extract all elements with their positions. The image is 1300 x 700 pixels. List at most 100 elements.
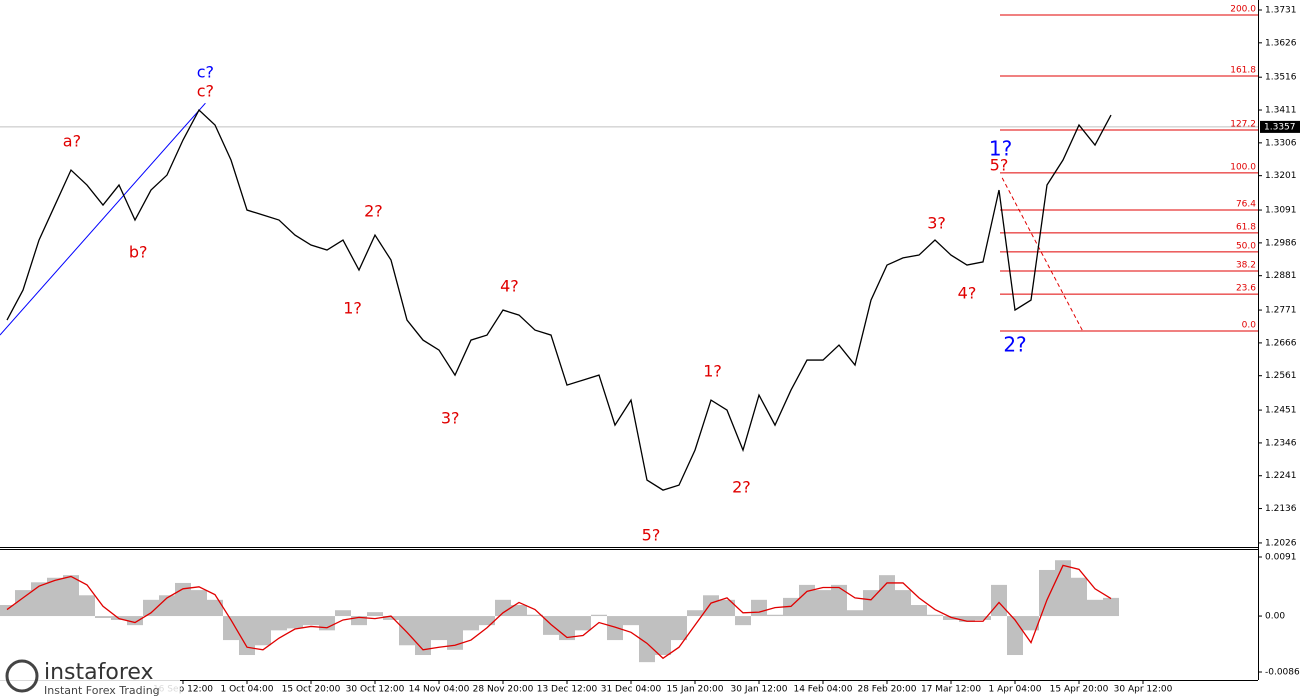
wave-label: 4?: [958, 284, 977, 303]
x-tick-label: 14 Nov 04:00: [409, 685, 470, 695]
histogram-bar: [303, 616, 319, 626]
histogram-bar: [991, 584, 1007, 617]
y-tick-label: 1.3411: [1265, 106, 1297, 116]
histogram-bar: [527, 614, 543, 617]
logo-icon: [5, 659, 39, 693]
histogram-bar: [447, 616, 463, 650]
logo: instaforex Instant Forex Trading: [0, 655, 180, 697]
fib-label: 61.8: [1236, 222, 1256, 232]
histogram-bar: [607, 616, 623, 641]
y-tick-label: 1.2026: [1265, 538, 1297, 548]
histogram-bar: [751, 599, 767, 617]
histogram-bar: [927, 614, 943, 617]
x-tick-label: 28 Nov 20:00: [473, 685, 534, 695]
histogram-bar: [879, 575, 895, 617]
wave-label: a?: [63, 131, 81, 150]
histogram-bar: [767, 614, 783, 617]
trendline: [0, 102, 206, 336]
y-tick-label: 0.00: [1265, 612, 1285, 622]
histogram-bar: [287, 616, 303, 629]
trendline: [1001, 177, 1083, 331]
wave-label: 2?: [1003, 333, 1026, 357]
histogram-bar: [847, 610, 863, 617]
histogram-bar: [367, 612, 383, 617]
fib-label: 200.0: [1230, 5, 1256, 15]
histogram-bar: [159, 595, 175, 617]
wave-label: b?: [129, 242, 148, 261]
histogram-bar: [79, 595, 95, 617]
histogram-bar: [191, 590, 207, 617]
histogram-bar: [1023, 616, 1039, 631]
wave-label: 1?: [989, 137, 1012, 161]
histogram-bar: [591, 614, 607, 617]
histogram-bar: [911, 605, 927, 617]
y-tick-label: 1.2881: [1265, 271, 1297, 281]
histogram-bar: [495, 599, 511, 617]
histogram-bar: [95, 616, 111, 619]
histogram-bar: [223, 616, 239, 641]
y-tick-label: 1.2346: [1265, 438, 1297, 448]
histogram-bar: [383, 616, 399, 620]
histogram-bar: [351, 616, 367, 626]
histogram-bar: [143, 599, 159, 617]
y-tick-label: 1.2451: [1265, 406, 1297, 416]
histogram-bar: [687, 610, 703, 617]
histogram-bar: [463, 616, 479, 631]
fib-label: 127.2: [1230, 120, 1256, 130]
wave-label: 3?: [441, 409, 460, 428]
histogram-bar: [655, 616, 671, 656]
histogram-bar: [719, 599, 735, 617]
fib-label: 100.0: [1230, 162, 1256, 172]
fib-label: 161.8: [1230, 65, 1256, 75]
histogram-bar: [863, 590, 879, 617]
histogram-bar: [1007, 616, 1023, 656]
histogram-bar: [1071, 577, 1087, 617]
y-tick-label: 0.0091: [1265, 552, 1297, 562]
x-tick-label: 17 Mar 12:00: [921, 685, 981, 695]
y-tick-label: 1.2241: [1265, 471, 1297, 481]
y-tick-label: 1.3731: [1265, 6, 1297, 16]
wave-label: 3?: [927, 214, 946, 233]
histogram-bar: [1039, 569, 1055, 617]
histogram-bar: [623, 616, 639, 626]
y-tick-label: 1.3516: [1265, 73, 1297, 83]
histogram-bar: [399, 616, 415, 646]
y-tick-label: 1.3626: [1265, 38, 1297, 48]
wave-label: 1?: [343, 299, 362, 318]
wave-label: 1?: [703, 361, 722, 380]
price-line: [6, 108, 1112, 491]
histogram-bar: [1087, 599, 1103, 617]
x-tick-label: 30 Jan 12:00: [731, 685, 788, 695]
y-tick-label: 1.2666: [1265, 338, 1297, 348]
fib-label: 23.6: [1236, 284, 1256, 294]
wave-label: 5?: [642, 526, 661, 545]
x-tick-label: 15 Jan 20:00: [667, 685, 724, 695]
x-tick-label: 31 Dec 04:00: [601, 685, 662, 695]
histogram-bar: [479, 616, 495, 626]
histogram-bar: [735, 616, 751, 626]
x-tick-label: 1 Oct 04:00: [221, 685, 274, 695]
histogram-bar: [31, 582, 47, 617]
x-tick-label: 30 Oct 12:00: [346, 685, 405, 695]
x-tick-label: 30 Apr 12:00: [1114, 685, 1173, 695]
histogram-bar: [1055, 560, 1071, 617]
wave-label: c?: [197, 81, 214, 100]
histogram-bar: [671, 616, 687, 641]
wave-label: c?: [197, 63, 214, 82]
fib-label: 0.0: [1242, 321, 1257, 331]
histogram-bar: [639, 616, 655, 663]
logo-name: instaforex: [44, 660, 154, 685]
signal-line: [6, 564, 1112, 660]
y-tick-label: 1.3091: [1265, 206, 1297, 216]
histogram-bar: [815, 590, 831, 617]
x-tick-label: 28 Feb 20:00: [857, 685, 916, 695]
histogram-bar: [207, 599, 223, 617]
histogram-bar: [975, 616, 991, 620]
histogram-bar: [15, 590, 31, 617]
histogram-bar: [831, 584, 847, 617]
x-tick-label: 13 Dec 12:00: [537, 685, 598, 695]
wave-label: 2?: [364, 201, 383, 220]
x-tick-label: 14 Feb 04:00: [793, 685, 852, 695]
y-tick-label: 1.2561: [1265, 371, 1297, 381]
logo-tagline: Instant Forex Trading: [44, 684, 160, 697]
